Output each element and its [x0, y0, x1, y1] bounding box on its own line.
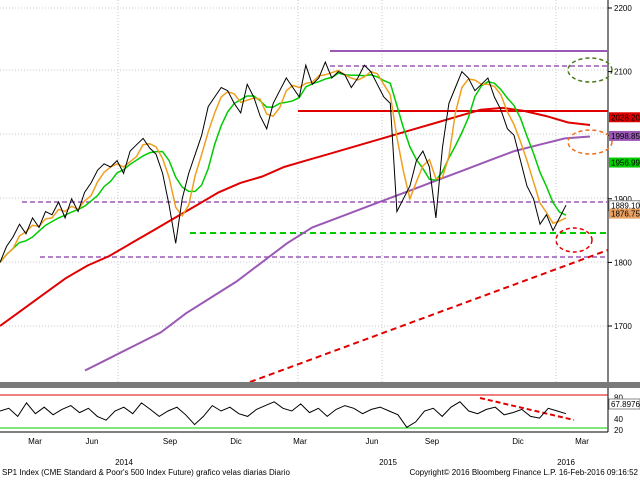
sma50-line: [0, 72, 567, 263]
x-month-label: Sep: [425, 437, 440, 446]
level-label-text: 1998.85: [611, 132, 640, 141]
x-month-label: Dic: [230, 437, 242, 446]
x-month-label: Mar: [28, 437, 42, 446]
x-axis-labels: Mar Jun Sep Dic Mar Jun Sep Dic Mar 2014 2015 2016: [28, 437, 589, 467]
x-month-label: Jun: [366, 437, 379, 446]
x-month-label: Mar: [293, 437, 307, 446]
sma200-line: [0, 106, 591, 327]
level-label-text: 2028.20: [611, 113, 640, 122]
footer-source: SP1 Index (CME Standard & Poor's 500 Ind…: [2, 468, 290, 477]
main-plot-area: [0, 0, 608, 382]
level-label-text: 1956.99: [611, 159, 640, 168]
level-label-box: [609, 130, 640, 141]
footer-copyright: Copyright© 2016 Bloomberg Finance L.P. 1…: [409, 468, 638, 477]
x-month-label: Jun: [86, 437, 99, 446]
y-tick-label: 1700: [614, 322, 632, 331]
panel-separator: [0, 382, 640, 388]
level-label-box: [609, 157, 640, 168]
indicator-line: [0, 401, 567, 428]
price-line: [0, 60, 567, 263]
horizontal-gridlines: [0, 7, 608, 327]
sma100-line: [84, 135, 591, 372]
indicator-tick-label: 40: [614, 415, 623, 424]
trend-line-dashed: [249, 249, 609, 383]
level-label-text: 1889.10: [611, 202, 640, 211]
x-month-label: Sep: [163, 437, 178, 446]
y-tick-label: 1900: [614, 195, 632, 204]
x-month-label: Dic: [512, 437, 524, 446]
x-year-label: 2016: [557, 458, 575, 467]
footer: SP1 Index (CME Standard & Poor's 500 Ind…: [0, 468, 640, 480]
y-tick-label: 2200: [614, 4, 632, 13]
indicator-tick-label: 80: [614, 393, 623, 402]
indicator-value-box: [608, 398, 640, 410]
annotation-ellipse-orange: [567, 129, 613, 155]
level-label-box: [609, 208, 640, 219]
indicator-trend-line: [479, 397, 575, 421]
x-year-label: 2014: [115, 458, 133, 467]
y-tick-label: 1800: [614, 258, 632, 267]
x-month-label: Mar: [575, 437, 589, 446]
x-year-label: 2015: [379, 458, 397, 467]
annotation-ellipse-red: [555, 227, 593, 253]
annotation-ellipse-green: [567, 57, 613, 83]
level-label-text: 1876.75: [611, 210, 640, 219]
sma20-line: [0, 69, 567, 263]
level-label-box: [609, 112, 640, 123]
indicator-value-label: 67.8976: [611, 400, 640, 409]
indicator-tick-label: 20: [614, 426, 623, 435]
y-tick-label: 2100: [614, 68, 632, 77]
